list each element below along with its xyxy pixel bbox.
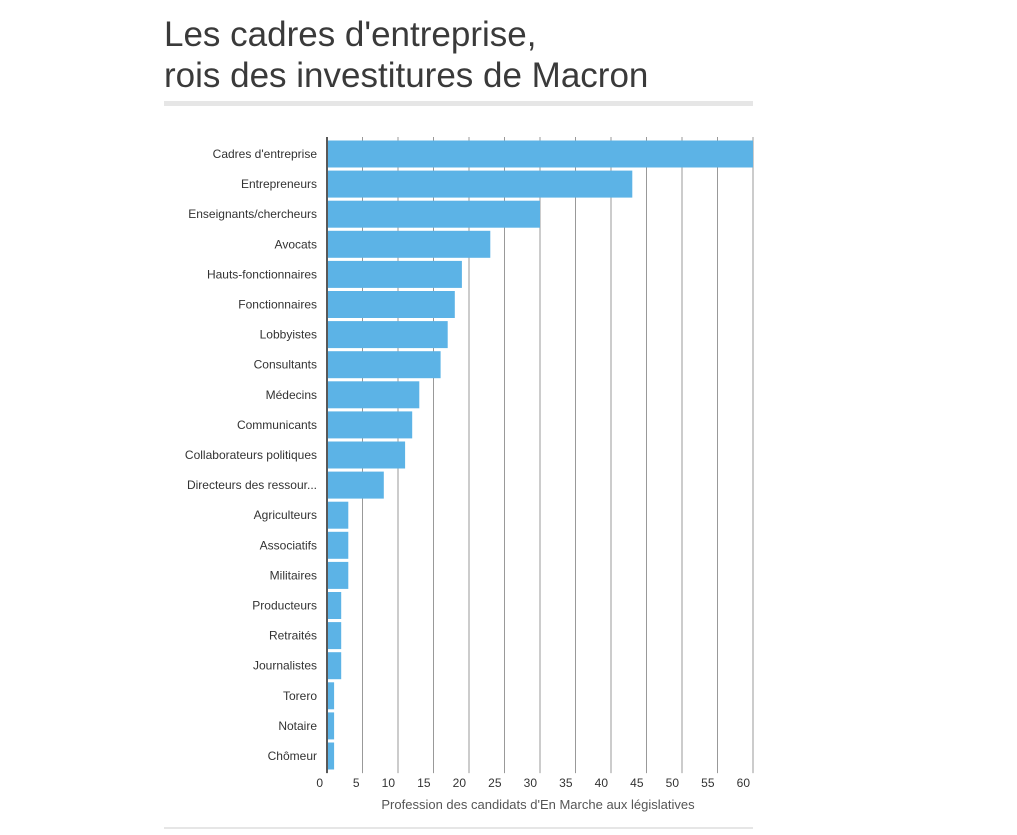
bar — [328, 411, 413, 439]
category-label: Médecins — [266, 388, 317, 402]
bar — [328, 441, 406, 469]
x-tick-label: 30 — [524, 776, 538, 790]
x-tick-label: 50 — [666, 776, 680, 790]
bar — [328, 140, 753, 168]
x-tick-label: 35 — [559, 776, 573, 790]
bar — [328, 230, 491, 258]
category-label: Directeurs des ressour... — [187, 478, 317, 492]
grid-lines — [362, 137, 754, 774]
category-label: Militaires — [270, 568, 317, 582]
x-tick-label: 45 — [630, 776, 644, 790]
category-label: Chômeur — [268, 749, 317, 763]
x-axis-title: Profession des candidats d'En Marche aux… — [381, 797, 695, 812]
category-label: Lobbyistes — [260, 328, 317, 342]
x-tick-label: 5 — [353, 776, 360, 790]
x-tick-label: 55 — [701, 776, 715, 790]
x-tick-label: 15 — [417, 776, 431, 790]
category-label: Agriculteurs — [254, 508, 317, 522]
x-tick-label: 60 — [737, 776, 751, 790]
category-label: Associatifs — [260, 538, 317, 552]
bar — [328, 381, 420, 409]
bar — [328, 501, 349, 529]
category-label: Torero — [283, 689, 317, 703]
category-label: Cadres d'entreprise — [213, 147, 318, 161]
bar — [328, 531, 349, 559]
category-label: Communicants — [237, 418, 317, 432]
chart-title-line-1: Les cadres d'entreprise, — [164, 15, 537, 54]
bar — [328, 742, 335, 770]
bar — [328, 592, 342, 619]
chart-title: Les cadres d'entreprise, rois des invest… — [164, 14, 764, 96]
title-divider — [164, 101, 753, 106]
category-label: Entrepreneurs — [241, 177, 317, 191]
bar — [328, 321, 448, 349]
x-tick-label: 10 — [382, 776, 396, 790]
category-label: Consultants — [254, 358, 317, 372]
bars — [328, 140, 753, 770]
bar — [328, 712, 335, 740]
bar — [328, 622, 342, 650]
bar — [328, 561, 349, 589]
bar — [328, 260, 462, 288]
x-tick-label: 0 — [316, 776, 323, 790]
bar — [328, 351, 441, 379]
bar — [328, 170, 633, 198]
bottom-divider — [164, 827, 753, 829]
category-label: Collaborateurs politiques — [185, 448, 317, 462]
category-label: Fonctionnaires — [238, 298, 317, 312]
chart-title-line-2: rois des investitures de Macron — [164, 56, 649, 95]
category-label: Producteurs — [252, 599, 317, 613]
category-label: Hauts-fonctionnaires — [207, 267, 317, 281]
bar — [328, 682, 335, 710]
bar — [328, 291, 455, 318]
category-label: Journalistes — [253, 659, 317, 673]
category-label: Enseignants/chercheurs — [188, 207, 317, 221]
bar — [328, 652, 342, 680]
category-label: Retraités — [269, 629, 317, 643]
bar — [328, 471, 384, 499]
bar — [328, 200, 540, 228]
x-tick-label: 40 — [595, 776, 609, 790]
category-labels: Cadres d'entreprise Entrepreneurs Enseigna… — [185, 147, 317, 763]
x-tick-labels: 0 5 10 15 20 25 30 35 40 45 50 55 60 — [316, 776, 750, 790]
category-label: Notaire — [278, 719, 317, 733]
x-tick-label: 20 — [453, 776, 467, 790]
category-label: Avocats — [275, 237, 317, 251]
x-tick-label: 25 — [488, 776, 502, 790]
